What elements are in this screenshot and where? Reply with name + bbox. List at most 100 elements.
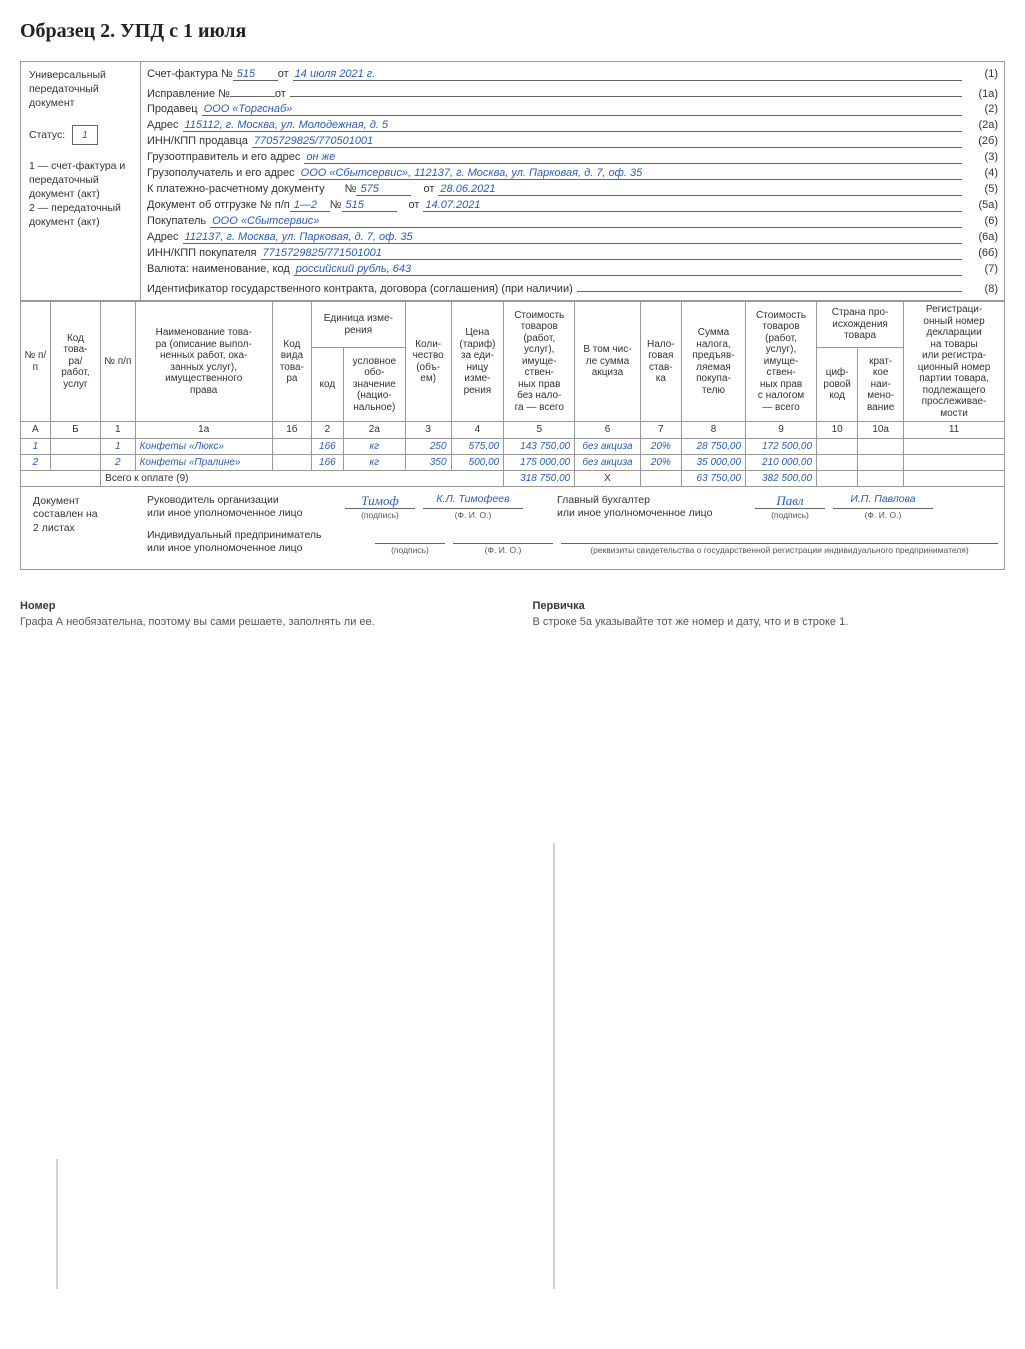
doc-pages-l2: составлен на (33, 508, 141, 522)
inn-seller-value: 7705729825/770501001 (252, 135, 962, 148)
row-num-3: (3) (966, 151, 998, 163)
status-note-1: 1 — счет-фактура и передаточный документ… (29, 159, 132, 202)
hdr-name: Наименование това- ра (описание выпол- н… (135, 302, 272, 422)
cap-sign-1: (подпись) (345, 510, 415, 520)
invoice-no-value: 515 (233, 68, 278, 81)
total-row: Всего к оплате (9)318 750,00Х63 750,0038… (21, 470, 1005, 486)
cell-tax: 28 750,00 (681, 438, 745, 454)
callout-left-text: Графа А необязательна, поэтому вы сами р… (20, 615, 493, 629)
hdr-npp-a: № п/п (21, 302, 51, 422)
cell-excise: без акциза (575, 438, 640, 454)
doc-pages-l3: листах (42, 522, 75, 534)
row-num-2: (2) (966, 103, 998, 115)
cell-a: 2 (21, 454, 51, 470)
hdr-sum-tax: Стоимость товаров (работ, услуг), имуще-… (746, 302, 817, 422)
ip-fio (453, 528, 553, 544)
cell-rate: 20% (640, 454, 681, 470)
payment-doc-no-value: 575 (356, 183, 411, 196)
correction-date-value (290, 84, 962, 97)
cell-c10 (817, 438, 858, 454)
row-num-6: (6) (966, 215, 998, 227)
invoice-date-value: 14 июля 2021 г. (293, 68, 962, 81)
seller-label: Продавец (147, 103, 198, 115)
fields-panel: Счет-фактура № 515 от 14 июля 2021 г. (1… (141, 62, 1004, 300)
invoice-from-label: от (278, 68, 289, 80)
sub-2: 2 (311, 422, 343, 439)
row-num-6b: (6б) (966, 247, 998, 259)
shipper-value: он же (304, 151, 962, 164)
correction-from-label: от (275, 88, 286, 100)
left-info-panel: Универсальный передаточный документ Стат… (21, 62, 141, 300)
sub-b: Б (50, 422, 100, 439)
cell-code: 166 (311, 454, 343, 470)
row-num-4: (4) (966, 167, 998, 179)
payment-doc-from-label: от (423, 183, 434, 195)
sub-10a: 10а (858, 422, 904, 439)
hdr-kind: Код вида това- ра (272, 302, 311, 422)
currency-value: российский рубль, 643 (294, 263, 962, 276)
cap-fio-1: (Ф. И. О.) (423, 510, 523, 520)
buyer-label: Покупатель (147, 215, 206, 227)
address-label: Адрес (147, 119, 179, 131)
cell-name: Конфеты «Пралине» (135, 454, 272, 470)
currency-label: Валюта: наименование, код (147, 263, 290, 275)
cell-b (50, 454, 100, 470)
sub-2a: 2а (343, 422, 405, 439)
upd-label: Универсальный передаточный документ (29, 68, 132, 111)
cell-c11 (904, 438, 1005, 454)
callout-right-text: В строке 5а указывайте тот же номер и да… (533, 615, 1006, 629)
cell-excise: без акциза (575, 454, 640, 470)
hdr-origin-top: Страна про- исхождения товара (817, 302, 904, 348)
sub-a: А (21, 422, 51, 439)
items-table: № п/п Код това- ра/ работ, услуг № п/п Н… (20, 301, 1005, 487)
acc-sign: Павл (755, 493, 825, 509)
doc-pages-value: 2 (33, 522, 39, 534)
cell-c10a (858, 438, 904, 454)
cell-unit: кг (343, 454, 405, 470)
cell-c10a (858, 454, 904, 470)
ship-doc-no-label: № (330, 199, 342, 211)
total-tax: 63 750,00 (681, 470, 745, 486)
cell-unit: кг (343, 438, 405, 454)
correction-no-value (230, 96, 275, 97)
callout-left-title: Номер (20, 600, 493, 612)
sub-10: 10 (817, 422, 858, 439)
invoice-no-label: Счет-фактура № (147, 68, 233, 80)
row-num-2a: (2а) (966, 119, 998, 131)
total-excise: Х (575, 470, 640, 486)
row-num-6a: (6а) (966, 231, 998, 243)
cell-c11 (904, 454, 1005, 470)
leader-lines (20, 629, 1025, 1349)
hdr-qty: Коли- чество (объ- ем) (405, 302, 451, 422)
table-row: 11Конфеты «Люкс»166кг250575,00143 750,00… (21, 438, 1005, 454)
consignee-value: ООО «Сбытсервис», 112137, г. Москва, ул.… (299, 167, 962, 180)
cell-price: 500,00 (451, 454, 504, 470)
ip-sign (375, 528, 445, 544)
inn-buyer-label: ИНН/КПП покупателя (147, 247, 257, 259)
cap-fio-2: (Ф. И. О.) (833, 510, 933, 520)
payment-doc-no-label: № (345, 183, 357, 195)
cap-sign-2: (подпись) (755, 510, 825, 520)
buyer-value: ООО «Сбытсервис» (210, 215, 962, 228)
row-num-5: (5) (966, 183, 998, 195)
doc-pages-l1: Документ (33, 495, 141, 509)
contract-id-value (577, 279, 962, 292)
status-note-2: 2 — передаточный документ (акт) (29, 201, 132, 229)
row-num-1: (1) (966, 68, 998, 80)
cell-qty: 250 (405, 438, 451, 454)
hdr-sum-notax: Стоимость товаров (работ, услуг), имуще-… (504, 302, 575, 422)
head-label: Руководитель организации или иное уполно… (147, 494, 337, 519)
cell-b (50, 438, 100, 454)
sub-8: 8 (681, 422, 745, 439)
sub-1: 1 (101, 422, 135, 439)
callouts: Номер Графа А необязательна, поэтому вы … (20, 600, 1005, 629)
ip-label: Индивидуальный предприниматель или иное … (147, 529, 367, 554)
ship-doc-from-label: от (409, 199, 420, 211)
status-label: Статус: (29, 129, 65, 141)
hdr-excise: В том чис- ле сумма акциза (575, 302, 640, 422)
shipper-label: Грузоотправитель и его адрес (147, 151, 300, 163)
hdr-unit-code: код (311, 348, 343, 422)
inn-seller-label: ИНН/КПП продавца (147, 135, 248, 147)
cell-c10 (817, 454, 858, 470)
total-label: Всего к оплате (9) (101, 470, 504, 486)
